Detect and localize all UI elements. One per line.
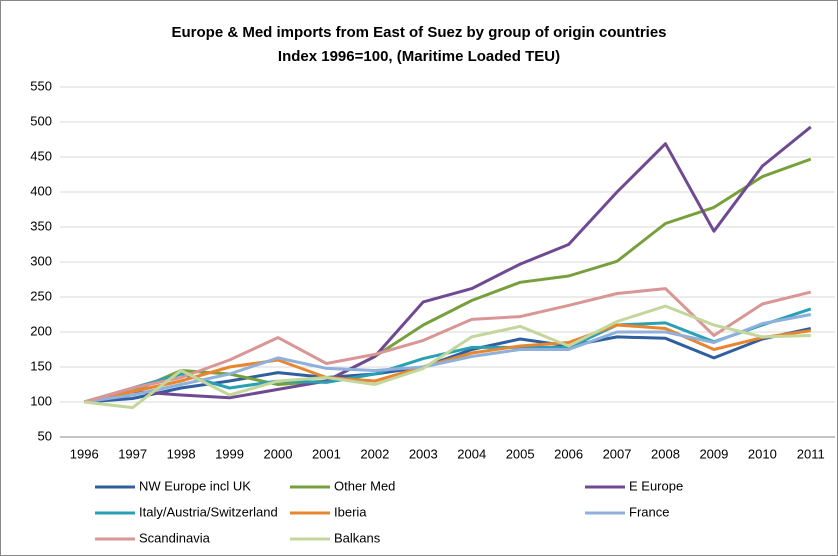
series-line: [84, 313, 812, 404]
legend-label: Iberia: [334, 504, 367, 519]
y-tick-label: 100: [30, 393, 52, 408]
y-tick-label: 300: [30, 253, 52, 268]
series-line: [83, 323, 811, 404]
chart-subtitle: Index 1996=100, (Maritime Loaded TEU): [278, 48, 560, 65]
x-tick-label: 2007: [603, 446, 632, 461]
legend-label: Italy/Austria/Switzerland: [139, 504, 278, 519]
legend-label: NW Europe incl UK: [139, 478, 251, 493]
x-tick-label: 1997: [118, 446, 147, 461]
legend-label: E Europe: [629, 478, 683, 493]
x-tick-label: 2004: [457, 446, 486, 461]
chart-title: Europe & Med imports from East of Suez b…: [171, 24, 666, 41]
series-line: [83, 287, 812, 404]
x-tick-label: 1999: [215, 446, 244, 461]
legend-label: France: [629, 504, 669, 519]
y-tick-label: 500: [30, 113, 52, 128]
y-tick-label: 450: [30, 148, 52, 163]
x-tick-label: 1996: [70, 446, 99, 461]
x-tick-label: 2011: [797, 446, 825, 461]
x-tick-label: 2000: [264, 446, 293, 461]
y-tick-label: 50: [38, 428, 52, 443]
y-tick-label: 350: [30, 218, 52, 233]
legend-label: Balkans: [334, 530, 381, 545]
y-tick-label: 200: [30, 323, 52, 338]
series-line: [83, 125, 812, 404]
y-tick-label: 550: [30, 78, 52, 93]
x-tick-label: 2003: [409, 446, 438, 461]
x-tick-label: 2002: [360, 446, 389, 461]
x-tick-label: 2006: [554, 446, 583, 461]
x-tick-label: 2009: [699, 446, 728, 461]
x-tick-label: 2005: [506, 446, 535, 461]
series-line: [83, 157, 812, 404]
x-tick-label: 2008: [651, 446, 680, 461]
y-tick-label: 400: [30, 183, 52, 198]
x-tick-label: 1998: [167, 446, 196, 461]
legend-label: Other Med: [334, 478, 395, 493]
y-tick-label: 250: [30, 288, 52, 303]
series-line: [84, 327, 812, 404]
y-tick-label: 150: [30, 358, 52, 373]
legend-label: Scandinavia: [139, 530, 211, 545]
x-tick-label: 2010: [748, 446, 777, 461]
x-tick-label: 2001: [312, 446, 341, 461]
series-line: [84, 304, 811, 410]
